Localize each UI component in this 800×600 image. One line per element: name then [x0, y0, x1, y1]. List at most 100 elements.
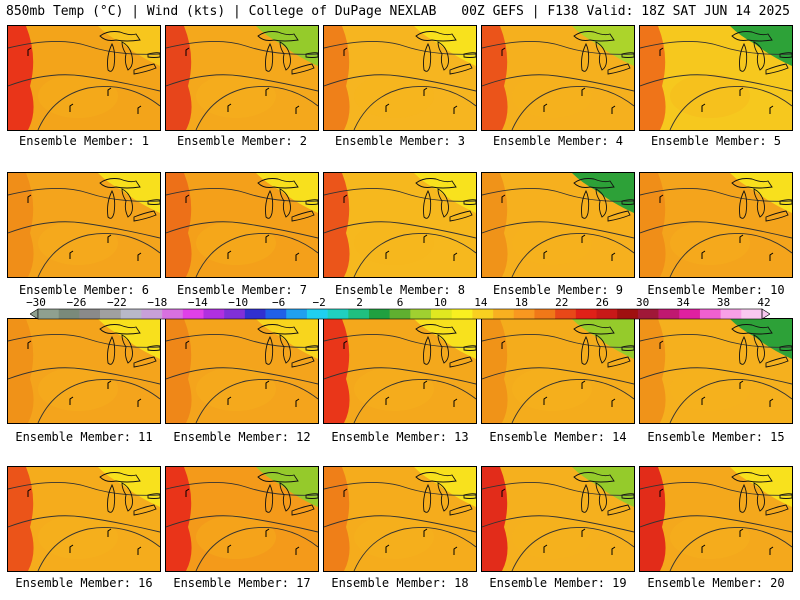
warm-air-region	[8, 173, 34, 277]
warm-air-region	[640, 467, 666, 571]
temperature-map	[324, 467, 476, 571]
great-lakes-outline	[437, 334, 449, 364]
ensemble-member-label: Ensemble Member: 16	[15, 576, 153, 590]
wind-barb	[185, 340, 190, 349]
chart-title: 850mb Temp (°C) | Wind (kts) | College o…	[6, 4, 437, 19]
temperature-map	[640, 173, 792, 277]
cool-air-region	[414, 467, 476, 507]
great-lakes-outline	[107, 189, 116, 219]
isotherm-contour	[640, 221, 792, 239]
temperature-map	[166, 319, 318, 423]
isotherm-contour	[195, 527, 318, 571]
ensemble-member-label: Ensemble Member: 19	[489, 576, 627, 590]
ensemble-map-panel	[7, 25, 161, 131]
isotherm-contour	[8, 221, 160, 239]
warm-air-region	[640, 26, 666, 130]
wind-barb	[385, 544, 390, 553]
great-lakes-outline	[449, 63, 473, 75]
colorbar-swatch	[575, 309, 597, 319]
great-lakes-outline	[621, 52, 634, 58]
wind-barb	[107, 528, 112, 537]
isotherm-contour	[511, 379, 634, 423]
ensemble-map-panel	[639, 25, 793, 131]
isotherm-contour	[37, 233, 160, 277]
great-lakes-outline	[573, 178, 615, 189]
colorbar-tick-label: 26	[595, 296, 609, 309]
ensemble-map-panel	[7, 318, 161, 424]
colorbar-tick-label: −26	[66, 296, 87, 309]
colorbar-swatch	[348, 309, 370, 319]
colorbar-swatch	[182, 309, 204, 319]
cool-air-region	[256, 319, 318, 359]
great-lakes-outline	[147, 493, 160, 499]
great-lakes-outline	[133, 356, 157, 368]
great-lakes-outline	[305, 493, 318, 499]
colorbar-swatch	[286, 309, 308, 319]
isotherm-contour	[8, 41, 160, 55]
temperature-map	[324, 173, 476, 277]
great-lakes-outline	[279, 482, 291, 512]
wind-barb	[453, 398, 458, 407]
colorbar-swatch	[472, 309, 494, 319]
isotherm-contour	[669, 86, 792, 130]
colorbar-tick-label: 14	[474, 296, 488, 309]
wind-barb	[701, 250, 706, 259]
great-lakes-outline	[279, 41, 291, 71]
run-valid-time: 00Z GEFS | F138 Valid: 18Z SAT JUN 14 20…	[461, 4, 790, 19]
ensemble-member-label: Ensemble Member: 14	[489, 430, 627, 444]
ensemble-member-label: Ensemble Member: 4	[492, 134, 624, 148]
warm-air-region	[8, 319, 34, 423]
isotherm-contour	[669, 379, 792, 423]
wind-barb	[611, 105, 616, 114]
isotherm-contour	[8, 482, 160, 496]
great-lakes-outline	[133, 210, 157, 222]
temperature-map	[8, 467, 160, 571]
wind-barb	[501, 488, 506, 497]
temperature-map	[482, 173, 634, 277]
colorbar-swatch	[58, 309, 80, 319]
isotherm-contour	[166, 41, 318, 55]
wind-barb	[69, 250, 74, 259]
ensemble-map-panel	[165, 172, 319, 278]
wind-barb	[581, 87, 586, 96]
wind-barb	[227, 103, 232, 112]
great-lakes-outline	[621, 199, 634, 205]
wind-barb	[385, 250, 390, 259]
isotherm-contour	[669, 527, 792, 571]
wind-barb	[769, 252, 774, 261]
wind-barb	[265, 528, 270, 537]
wind-barb	[769, 105, 774, 114]
isotherm-contour	[166, 221, 318, 239]
wind-barb	[501, 340, 506, 349]
colorbar-tick-label: 2	[356, 296, 363, 309]
isotherm-contour	[324, 482, 476, 496]
great-lakes-outline	[449, 504, 473, 516]
wind-barb	[659, 488, 664, 497]
wind-barb	[611, 546, 616, 555]
great-lakes-outline	[731, 472, 773, 483]
great-lakes-outline	[449, 210, 473, 222]
great-lakes-outline	[449, 356, 473, 368]
great-lakes-outline	[731, 324, 773, 335]
cool-air-region	[98, 319, 160, 359]
great-lakes-outline	[423, 189, 432, 219]
ensemble-member-label: Ensemble Member: 7	[176, 283, 308, 297]
wind-barb	[611, 398, 616, 407]
great-lakes-outline	[573, 31, 615, 42]
cool-air-region	[730, 173, 792, 213]
wind-barb	[769, 398, 774, 407]
great-lakes-outline	[463, 493, 476, 499]
wind-barb	[227, 250, 232, 259]
great-lakes-outline	[607, 504, 631, 516]
great-lakes-outline	[607, 356, 631, 368]
ensemble-member-label: Ensemble Member: 11	[15, 430, 153, 444]
warm-air-region	[324, 26, 350, 130]
great-lakes-outline	[279, 188, 291, 218]
great-lakes-outline	[265, 335, 274, 365]
wind-barb	[543, 544, 548, 553]
temperature-map	[8, 26, 160, 130]
wind-barb	[385, 396, 390, 405]
wind-barb	[27, 340, 32, 349]
colorbar-swatch	[699, 309, 721, 319]
great-lakes-outline	[107, 335, 116, 365]
